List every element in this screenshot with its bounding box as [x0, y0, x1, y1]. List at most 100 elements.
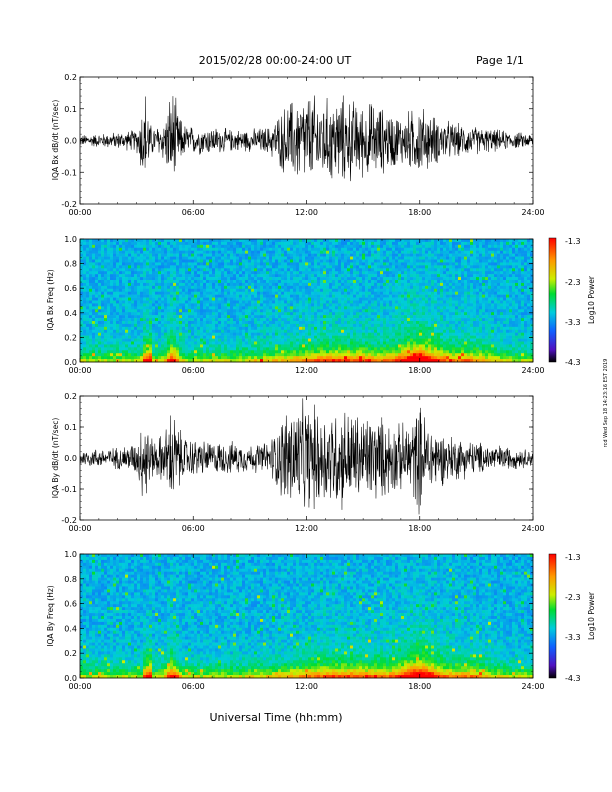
- spectrogram-cell: [299, 280, 303, 284]
- spectrogram-cell: [323, 241, 327, 246]
- spectrogram-cell: [143, 282, 147, 287]
- spectrogram-cell: [371, 306, 375, 310]
- spectrogram-cell: [389, 326, 393, 331]
- spectrogram-cell: [119, 282, 123, 287]
- spectrogram-cell: [341, 256, 345, 260]
- spectrogram-cell: [179, 268, 183, 272]
- spectrogram-cell: [170, 326, 174, 331]
- spectrogram-cell: [317, 312, 321, 316]
- spectrogram-cell: [119, 323, 123, 328]
- spectrogram-cell: [350, 291, 354, 295]
- spectrogram-cell: [251, 353, 255, 357]
- spectrogram-cell: [170, 309, 174, 313]
- spectrogram-cell: [302, 306, 306, 310]
- spectrogram-cell: [407, 282, 411, 287]
- spectrogram-cell: [95, 332, 99, 336]
- spectrogram-cell: [173, 239, 177, 243]
- spectrogram-cell: [344, 321, 348, 325]
- spectrogram-cell: [131, 297, 135, 301]
- spectrogram-cell: [416, 329, 420, 334]
- spectrogram-cell: [395, 256, 399, 260]
- spectrogram-cell: [104, 321, 108, 325]
- spectrogram-cell: [209, 303, 213, 307]
- spectrogram-cell: [365, 259, 369, 263]
- spectrogram-cell: [263, 241, 267, 246]
- spectrogram-cell: [134, 335, 138, 339]
- spectrogram-cell: [179, 297, 183, 301]
- spectrogram-cell: [197, 262, 201, 266]
- spectrogram-cell: [320, 300, 324, 304]
- spectrogram-cell: [107, 274, 111, 278]
- spectrogram-cell: [200, 280, 204, 284]
- spectrogram-cell: [413, 309, 417, 313]
- spectrogram-cell: [392, 285, 396, 290]
- spectrogram-cell: [374, 262, 378, 266]
- spectrogram-cell: [398, 241, 402, 246]
- spectrogram-cell: [356, 253, 360, 257]
- spectrogram-cell: [149, 341, 153, 345]
- spectrogram-cell: [140, 341, 144, 345]
- spectrogram-cell: [239, 271, 243, 275]
- spectrogram-cell: [260, 303, 264, 307]
- spectrogram-cell: [176, 344, 180, 348]
- spectrogram-cell: [116, 318, 120, 322]
- spectrogram-cell: [362, 297, 366, 301]
- spectrogram-cell: [161, 356, 165, 360]
- spectrogram-cell: [92, 294, 96, 298]
- spectrogram-cell: [416, 356, 420, 360]
- spectrogram-cell: [281, 294, 285, 298]
- spectrogram-cell: [236, 300, 240, 304]
- spectrogram-cell: [422, 356, 426, 360]
- spectrogram-cell: [359, 309, 363, 313]
- spectrogram-cell: [83, 335, 87, 339]
- spectrogram-cell: [419, 312, 423, 316]
- spectrogram-cell: [116, 323, 120, 328]
- spectrogram-cell: [188, 341, 192, 345]
- spectrogram-cell: [182, 241, 186, 246]
- waveform-bx: [79, 95, 534, 182]
- spectrogram-cell: [179, 347, 183, 351]
- spectrogram-cell: [224, 326, 228, 331]
- spectrogram-cell: [245, 268, 249, 272]
- spectrogram-cell: [236, 344, 240, 348]
- spectrogram-cell: [257, 323, 261, 328]
- spectrogram-cell: [296, 309, 300, 313]
- spectrogram-cell: [293, 341, 297, 345]
- spectrogram-cell: [158, 341, 162, 345]
- spectrogram-cell: [401, 300, 405, 304]
- spectrogram-cell: [161, 291, 165, 295]
- spectrogram-cell: [173, 329, 177, 334]
- spectrogram-cell: [383, 323, 387, 328]
- spectrogram-cell: [377, 347, 381, 351]
- spectrogram-cell: [338, 344, 342, 348]
- spectrogram-cell: [278, 359, 282, 363]
- spectrogram-cell: [383, 288, 387, 293]
- spectrogram-cell: [398, 280, 402, 284]
- spectrogram-cell: [119, 277, 123, 281]
- spectrogram-cell: [359, 268, 363, 272]
- spectrogram-cell: [110, 268, 114, 272]
- spectrogram-cell: [131, 285, 135, 290]
- spectrogram-cell: [158, 347, 162, 351]
- spectrogram-cell: [227, 338, 231, 342]
- spectrogram-cell: [209, 294, 213, 298]
- spectrogram-cell: [215, 268, 219, 272]
- spectrogram-cell: [107, 309, 111, 313]
- spectrogram-cell: [305, 277, 309, 281]
- panel-bx-spectrogram: 00:00 06:00 12:00 18:00 24:001.00.80.60.40.2…: [46, 235, 545, 375]
- spectrogram-cell: [179, 253, 183, 257]
- spectrogram-cell: [134, 291, 138, 295]
- spectrogram-cell: [206, 323, 210, 328]
- spectrogram-cell: [161, 285, 165, 290]
- spectrogram-cell: [371, 268, 375, 272]
- spectrogram-cell: [86, 259, 90, 263]
- spectrogram-cell: [344, 277, 348, 281]
- spectrogram-cell: [260, 288, 264, 293]
- spectrogram-cell: [110, 353, 114, 357]
- spectrogram-cell: [149, 326, 153, 331]
- spectrogram-cell: [92, 335, 96, 339]
- spectrogram-cell: [284, 256, 288, 260]
- spectrogram-cell: [224, 356, 228, 360]
- spectrogram-cell: [293, 288, 297, 293]
- spectrogram-cell: [398, 350, 402, 354]
